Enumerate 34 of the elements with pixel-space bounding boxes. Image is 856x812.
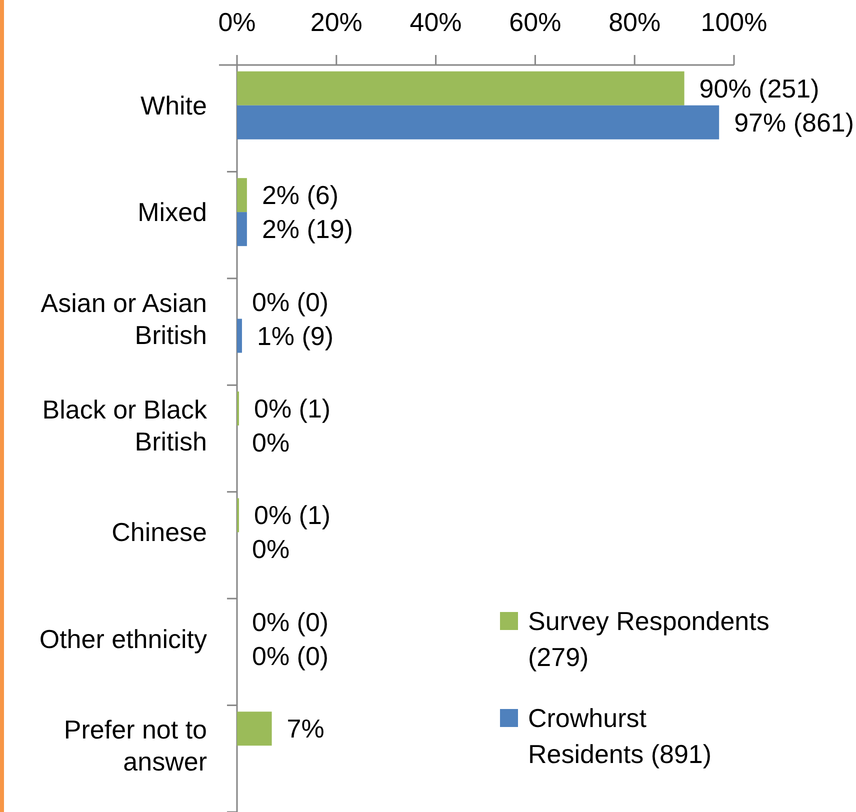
legend-label: Survey Respondents (279): [528, 606, 770, 672]
data-label: 90% (251): [699, 73, 820, 104]
x-tick-label: 20%: [310, 7, 362, 37]
bar: [237, 105, 720, 140]
data-label: 2% (19): [262, 214, 353, 244]
data-label: 0%: [252, 428, 290, 458]
x-tick-label: 40%: [410, 7, 462, 37]
x-tick-label: 60%: [509, 7, 562, 37]
y-tick-label: Asian or Asian British: [40, 288, 207, 350]
data-label: 0% (1): [254, 500, 331, 530]
data-label: 0% (0): [252, 606, 329, 637]
y-tick-label: Other ethnicity: [39, 624, 207, 654]
y-tick-label: White: [140, 90, 207, 120]
x-tick-label: 0%: [218, 7, 256, 37]
legend-label: Crowhurst Residents (891): [528, 703, 712, 769]
bar: [237, 212, 247, 246]
data-label: 2% (6): [262, 180, 339, 210]
bar: [237, 318, 242, 353]
y-tick-label: Prefer not to answer: [64, 714, 208, 777]
data-label: 97% (861): [734, 107, 854, 138]
bar: [237, 178, 247, 212]
y-tick-label: Black or Black British: [42, 394, 208, 456]
data-label: 0% (0): [252, 286, 329, 317]
y-tick-label: Mixed: [138, 197, 207, 228]
data-label: 0% (1): [254, 394, 331, 424]
bar: [237, 712, 272, 746]
x-tick-label: 100%: [700, 7, 768, 37]
data-label: 0% (0): [252, 640, 329, 671]
bar: [237, 71, 684, 106]
data-label: 0%: [252, 534, 290, 564]
y-tick-label: Chinese: [112, 517, 207, 548]
x-tick-label: 80%: [608, 7, 661, 37]
data-label: 7%: [286, 714, 324, 744]
data-label: 1% (9): [256, 320, 334, 351]
